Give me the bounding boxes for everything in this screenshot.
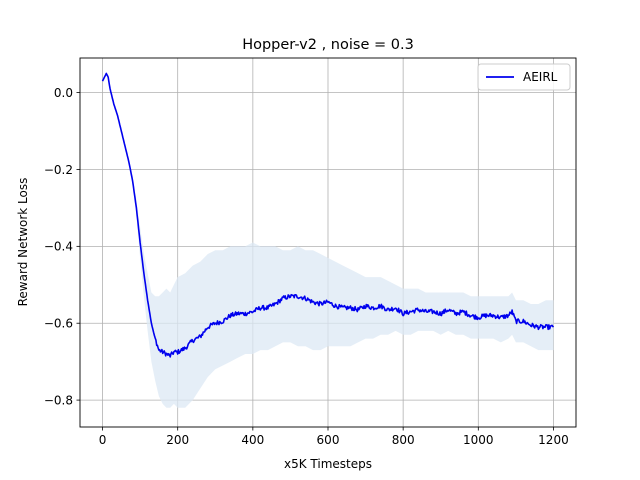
x-tick-label: 200 bbox=[166, 433, 189, 447]
ticks: 0 200 400 600 800 1000 1200 0.0 −0.2 −0.4 −0.6 −0.8 bbox=[44, 86, 569, 447]
chart-title: Hopper-v2 , noise = 0.3 bbox=[242, 37, 414, 53]
y-tick-label: −0.8 bbox=[44, 393, 73, 407]
x-tick-label: 1000 bbox=[463, 433, 494, 447]
y-axis-label: Reward Network Loss bbox=[16, 178, 30, 307]
x-tick-label: 600 bbox=[317, 433, 340, 447]
x-tick-label: 400 bbox=[241, 433, 264, 447]
legend-box bbox=[477, 63, 571, 91]
x-axis-label: x5K Timesteps bbox=[284, 457, 372, 471]
y-tick-label: −0.6 bbox=[44, 317, 73, 331]
y-tick-label: 0.0 bbox=[54, 86, 73, 100]
legend: AEIRL bbox=[477, 63, 571, 91]
x-tick-label: 0 bbox=[99, 433, 107, 447]
series-lines bbox=[101, 72, 555, 358]
x-tick-label: 800 bbox=[392, 433, 415, 447]
series-line-0 bbox=[101, 72, 555, 358]
y-tick-label: −0.2 bbox=[44, 163, 73, 177]
legend-label: AEIRL bbox=[523, 70, 558, 84]
x-tick-label: 1200 bbox=[538, 433, 569, 447]
y-tick-label: −0.4 bbox=[44, 240, 73, 254]
